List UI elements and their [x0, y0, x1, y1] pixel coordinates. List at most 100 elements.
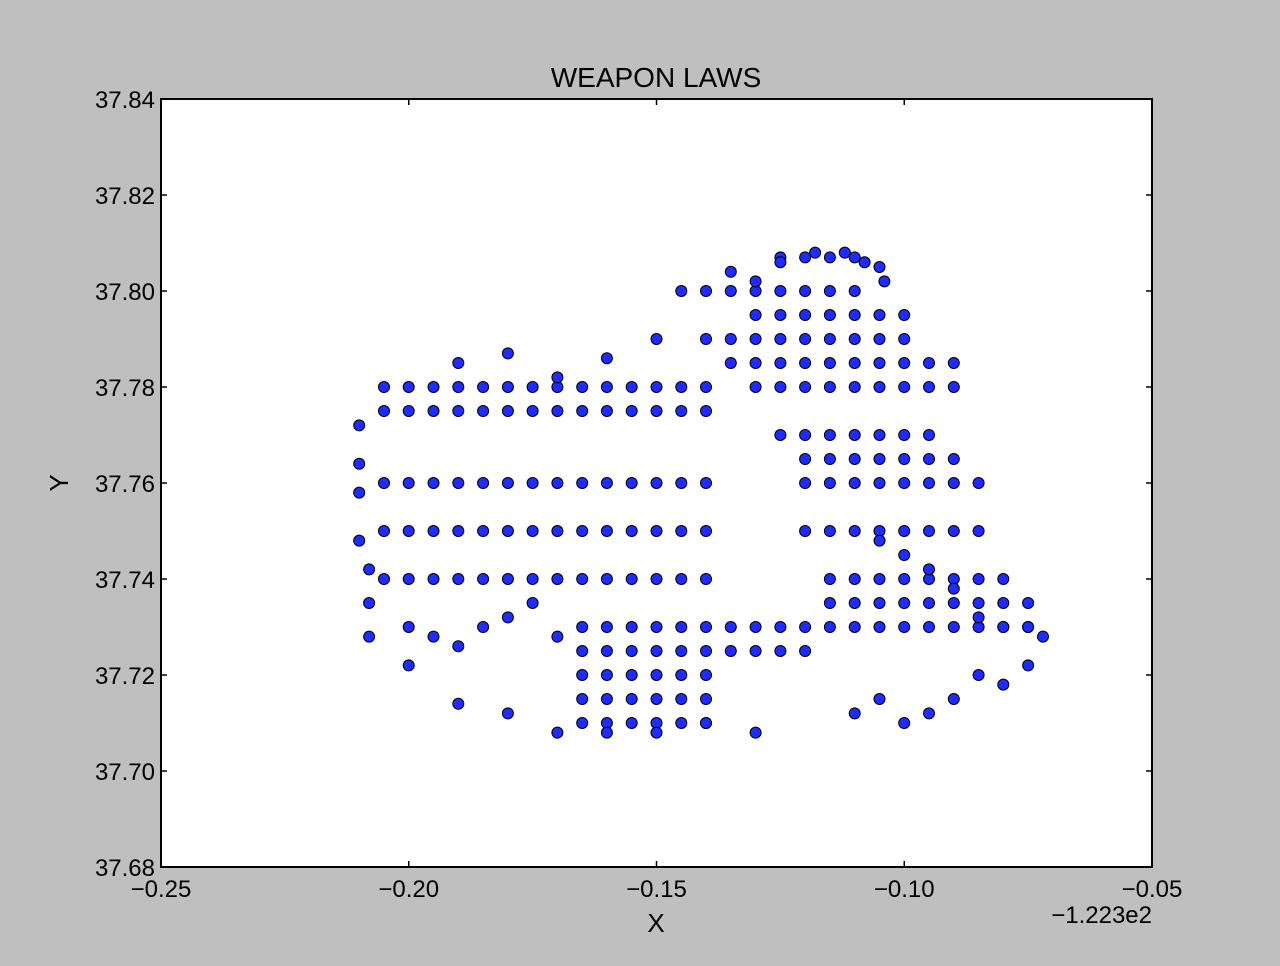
data-point: [353, 457, 366, 470]
data-point: [576, 717, 589, 729]
data-point: [724, 621, 737, 633]
x-axis-label: X: [647, 908, 664, 938]
data-point: [600, 693, 613, 705]
data-point: [551, 630, 564, 643]
data-point: [923, 453, 935, 465]
data-point: [898, 621, 911, 633]
data-point: [848, 573, 861, 585]
data-point: [700, 477, 712, 489]
data-point: [675, 381, 688, 393]
data-point: [923, 597, 935, 609]
data-point: [848, 381, 861, 393]
data-point: [848, 357, 861, 369]
y-tick-label: 37.78: [95, 375, 155, 402]
data-point: [551, 726, 564, 739]
data-point: [823, 381, 836, 393]
data-point: [923, 563, 935, 576]
data-point: [873, 573, 886, 585]
data-point: [799, 251, 812, 264]
data-point: [947, 453, 960, 465]
chart-title: WEAPON LAWS: [551, 62, 762, 93]
data-point: [427, 525, 440, 537]
data-point: [997, 597, 1010, 609]
data-point: [477, 381, 490, 393]
data-point: [600, 726, 613, 739]
data-point: [675, 645, 688, 657]
data-point: [823, 357, 836, 369]
data-point: [477, 405, 490, 417]
y-tick-label: 37.76: [95, 471, 155, 498]
data-point: [947, 597, 960, 609]
data-point: [378, 573, 390, 585]
data-point: [700, 717, 712, 729]
data-point: [923, 429, 935, 441]
data-point: [749, 645, 762, 657]
data-point: [749, 275, 762, 288]
data-point: [947, 525, 960, 537]
data-point: [774, 429, 787, 441]
data-point: [873, 693, 886, 705]
data-point: [650, 525, 663, 537]
data-point: [972, 669, 985, 681]
data-point: [823, 309, 836, 321]
data-point: [873, 261, 886, 273]
data-point: [724, 265, 737, 278]
data-point: [823, 525, 836, 537]
data-point: [452, 697, 465, 710]
data-point: [600, 381, 613, 393]
data-point: [427, 381, 440, 393]
data-point: [898, 381, 911, 393]
data-point: [363, 597, 376, 609]
data-point: [749, 381, 762, 393]
data-point: [700, 669, 712, 681]
data-point: [749, 309, 762, 321]
data-point: [923, 357, 935, 369]
y-tick-label: 37.74: [95, 567, 155, 594]
data-point: [501, 477, 514, 489]
data-point: [625, 645, 638, 657]
data-point: [823, 573, 836, 585]
data-point: [749, 726, 762, 739]
data-point: [923, 477, 935, 489]
data-point: [724, 333, 737, 345]
data-point: [972, 597, 985, 609]
data-point: [700, 621, 712, 633]
data-point: [873, 621, 886, 633]
data-point: [477, 477, 490, 489]
data-point: [650, 645, 663, 657]
data-point: [898, 597, 911, 609]
data-point: [898, 309, 911, 321]
data-point: [650, 381, 663, 393]
data-point: [452, 640, 465, 653]
data-point: [700, 645, 712, 657]
data-point: [848, 597, 861, 609]
data-point: [353, 419, 366, 432]
data-point: [650, 573, 663, 585]
data-point: [402, 381, 415, 393]
data-point: [972, 525, 985, 537]
data-point: [600, 573, 613, 585]
data-point: [353, 534, 366, 547]
data-point: [526, 381, 539, 393]
data-point: [923, 707, 935, 720]
y-tick-label: 37.82: [95, 183, 155, 210]
data-point: [898, 717, 911, 729]
data-point: [650, 333, 663, 345]
data-point: [749, 621, 762, 633]
data-point: [799, 525, 812, 537]
data-point: [675, 573, 688, 585]
data-point: [848, 251, 861, 264]
data-point: [353, 486, 366, 499]
data-point: [774, 256, 787, 269]
data-point: [576, 669, 589, 681]
data-point: [576, 693, 589, 705]
data-point: [947, 582, 960, 595]
data-point: [501, 405, 514, 417]
data-point: [551, 573, 564, 585]
data-point: [848, 309, 861, 321]
x-tick-label: −0.15: [626, 876, 687, 903]
data-point: [878, 275, 891, 288]
data-point: [402, 477, 415, 489]
data-point: [799, 621, 812, 633]
